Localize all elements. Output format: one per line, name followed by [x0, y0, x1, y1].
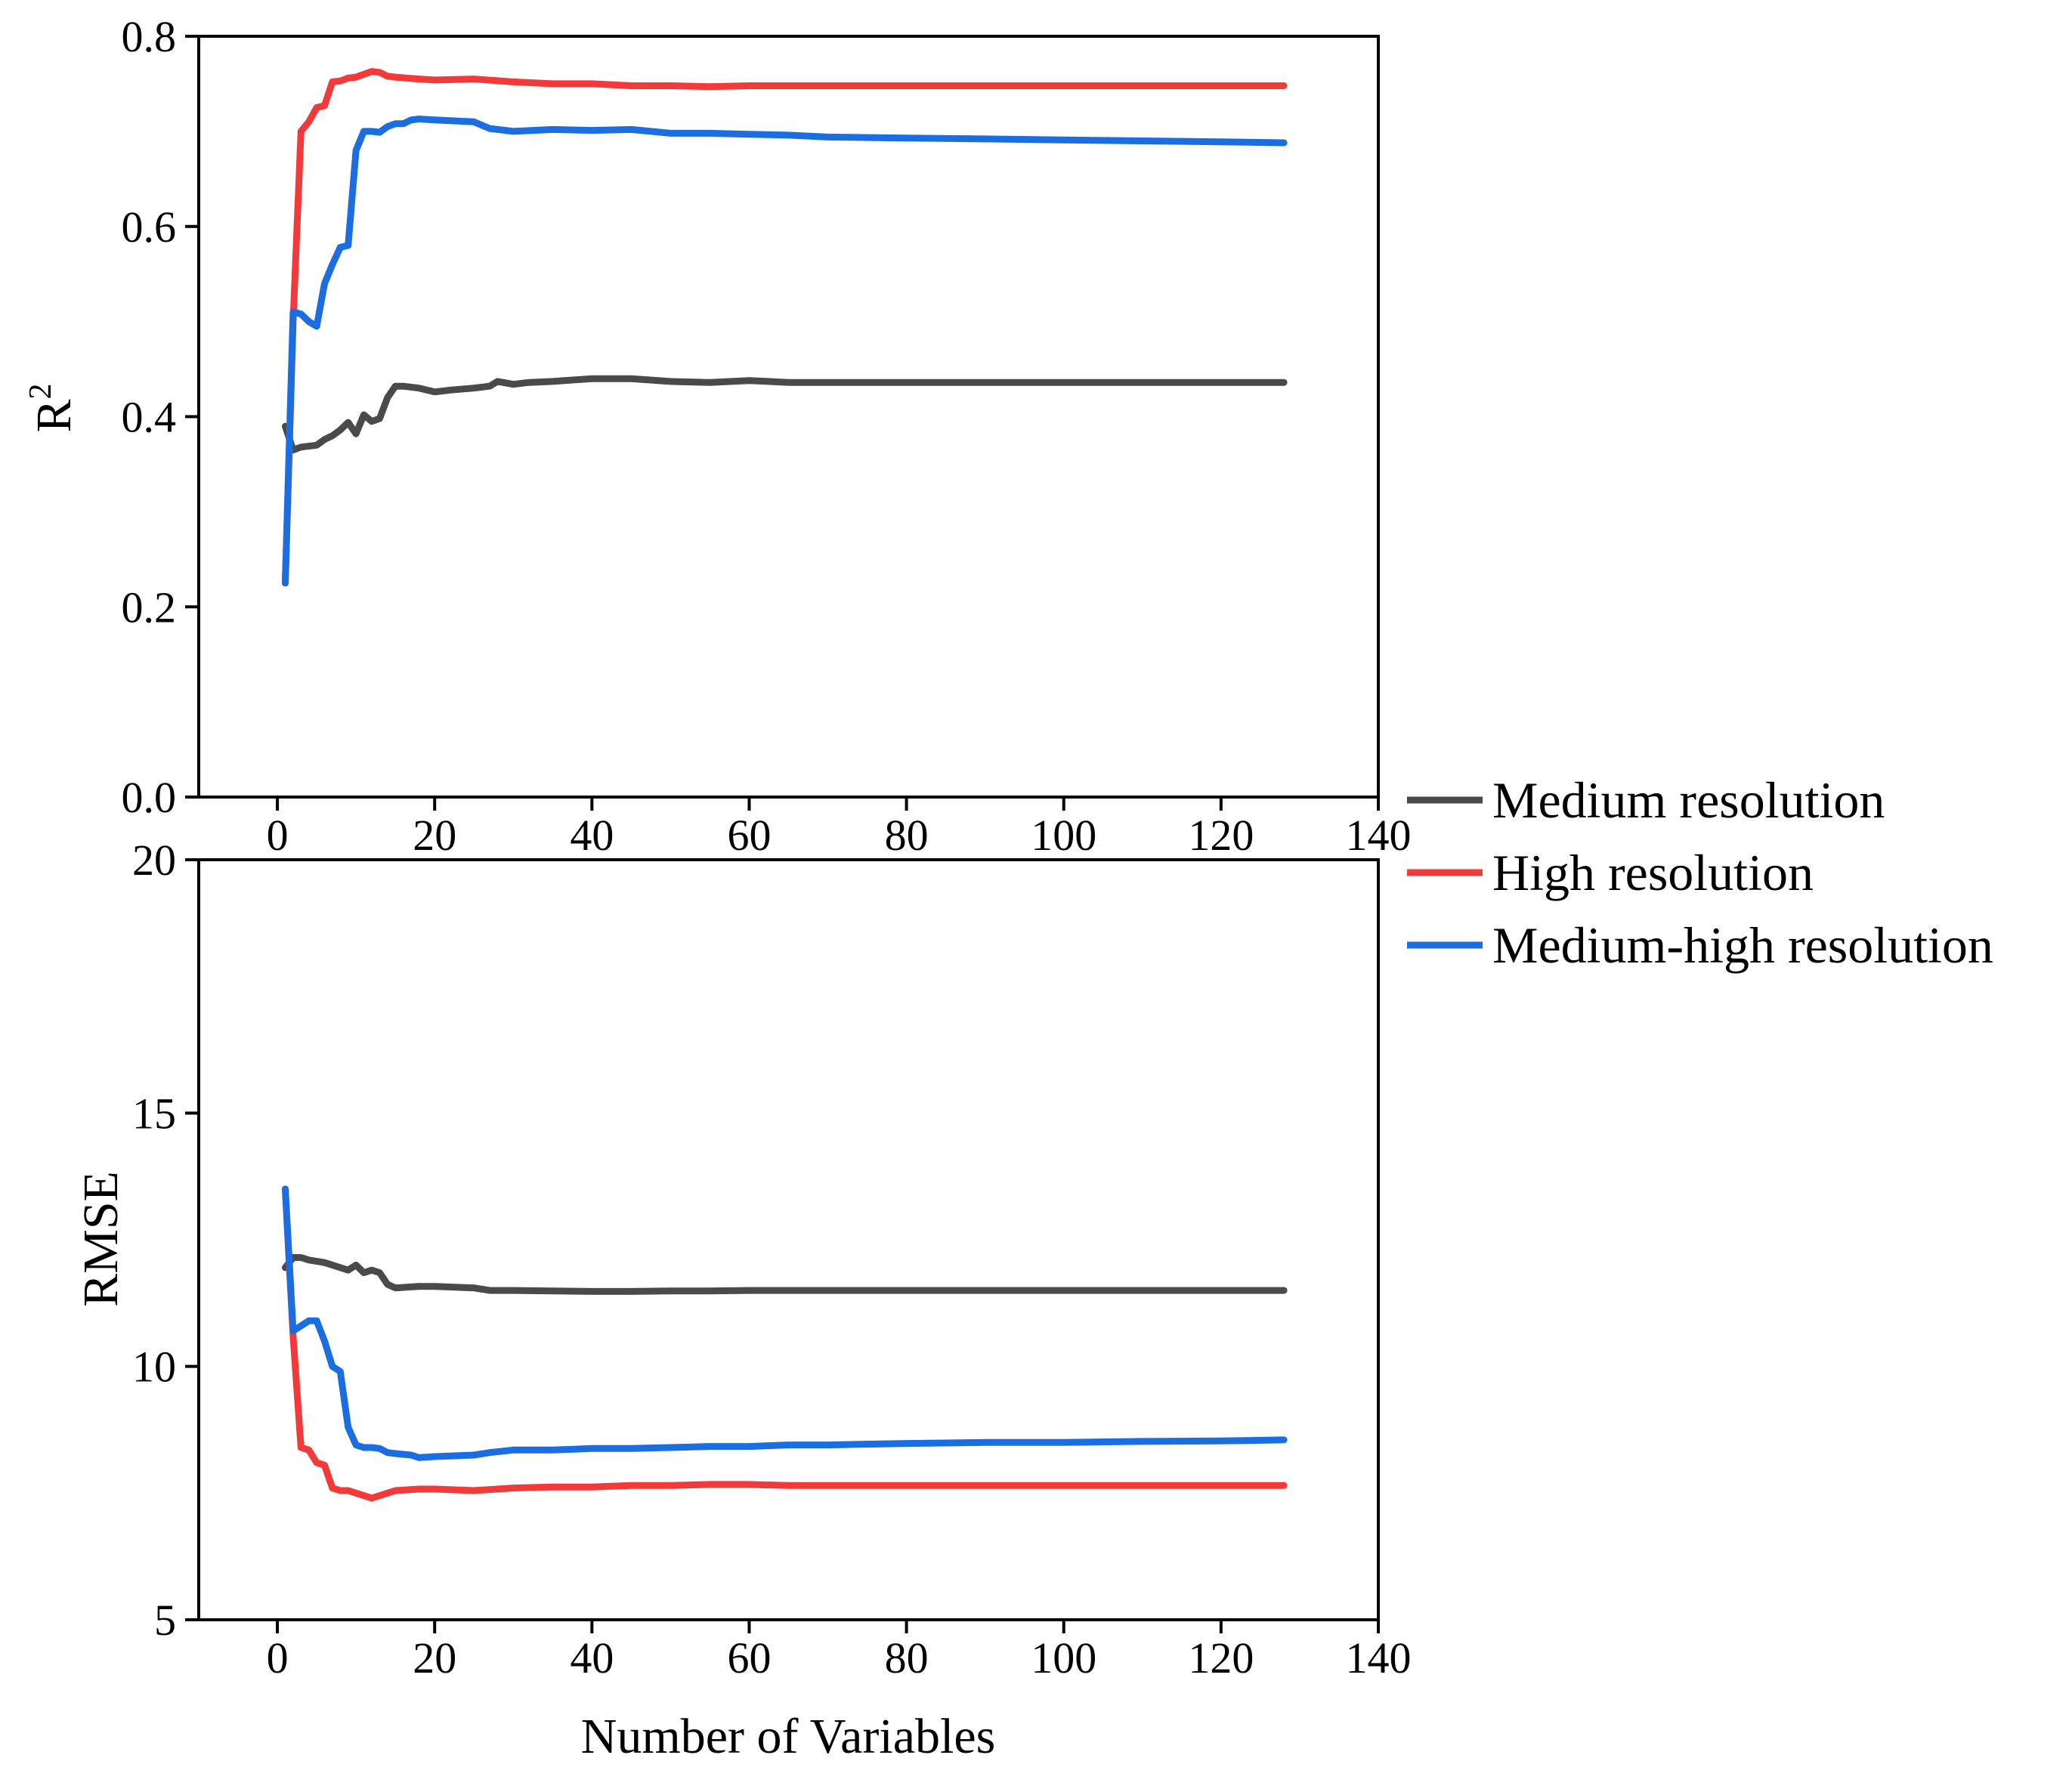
rmse-y-tick-label: 5 — [154, 1596, 176, 1645]
r2-x-tick-label: 0 — [267, 811, 289, 860]
rmse-x-tick-label: 40 — [570, 1633, 614, 1682]
r2-x-tick-label: 20 — [413, 811, 456, 860]
r2-x-tick-label: 100 — [1031, 811, 1096, 860]
rmse-y-ticks: 5 10 15 20 — [132, 836, 199, 1645]
rmse-x-tick-label: 60 — [727, 1633, 771, 1682]
legend-label-medium-high: Medium-high resolution — [1492, 916, 1993, 974]
r2-y-axis-title: R2 — [23, 383, 82, 432]
rmse-y-axis-title: RMSE — [73, 1171, 128, 1307]
r2-line-medium-resolution — [282, 375, 1288, 454]
rmse-x-tick-label: 20 — [413, 1633, 456, 1682]
rmse-line-medium-high-resolution — [282, 1185, 1288, 1461]
r2-y-tick-label: 0.2 — [122, 582, 177, 632]
rmse-y-tick-label: 20 — [132, 836, 176, 885]
r2-x-tick-label: 120 — [1188, 811, 1254, 860]
r2-y-tick-label: 0.0 — [122, 773, 177, 822]
r2-x-ticks: 0 20 40 60 80 100 120 140 — [267, 797, 1412, 860]
rmse-plot-frame — [197, 858, 1380, 1621]
rmse-x-tick-label: 120 — [1188, 1633, 1254, 1682]
rmse-y-tick-label: 15 — [132, 1089, 176, 1138]
r2-x-tick-label: 40 — [570, 811, 614, 860]
r2-panel: 0 20 40 60 80 100 120 140 0.0 0.2 0.4 0.6 0.8 R2 — [23, 12, 1412, 860]
rmse-line-high-resolution — [282, 1185, 1288, 1502]
rmse-x-ticks: 0 20 40 60 80 100 120 140 — [267, 1620, 1412, 1682]
r2-y-tick-label: 0.8 — [122, 12, 177, 61]
r2-line-medium-high-resolution — [282, 116, 1288, 587]
r2-y-tick-label: 0.6 — [122, 202, 177, 252]
rmse-line-medium-resolution — [282, 1254, 1288, 1295]
r2-x-tick-label: 80 — [885, 811, 929, 860]
r2-x-tick-label: 140 — [1346, 811, 1412, 860]
r2-y-tick-label: 0.4 — [122, 393, 177, 442]
r2-series-group — [282, 68, 1288, 587]
rmse-series-group — [282, 1185, 1288, 1502]
rmse-x-tick-label: 140 — [1346, 1633, 1412, 1682]
rmse-x-tick-label: 80 — [885, 1633, 929, 1682]
legend-label-medium: Medium resolution — [1492, 771, 1885, 829]
rmse-panel: 0 20 40 60 80 100 120 140 5 10 15 20 RMSE Number o… — [73, 836, 1412, 1764]
legend: Medium resolution High resolution Medium… — [1407, 771, 1993, 974]
r2-line-high-resolution — [282, 68, 1288, 587]
r2-x-tick-label: 60 — [727, 811, 771, 860]
legend-label-high: High resolution — [1492, 844, 1814, 901]
rmse-y-tick-label: 10 — [132, 1343, 176, 1392]
x-axis-title: Number of Variables — [581, 1709, 996, 1764]
rmse-x-tick-label: 0 — [267, 1633, 289, 1682]
r2-y-ticks: 0.0 0.2 0.4 0.6 0.8 — [122, 12, 199, 822]
rmse-x-tick-label: 100 — [1031, 1633, 1096, 1682]
